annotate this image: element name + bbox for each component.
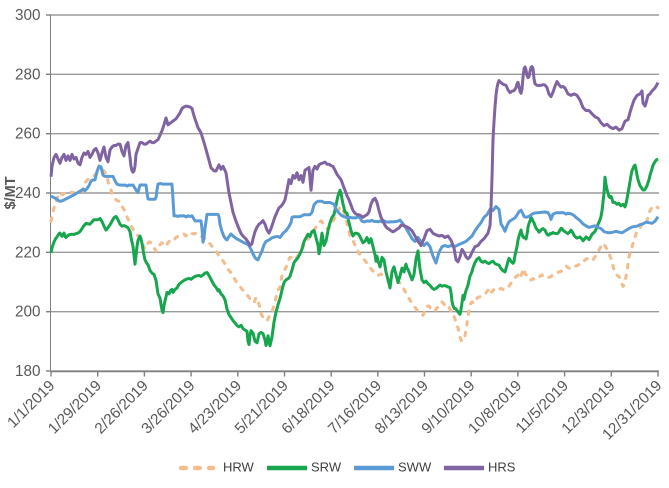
svg-text:300: 300 <box>15 7 41 24</box>
svg-text:240: 240 <box>15 185 41 202</box>
svg-text:HRW: HRW <box>223 459 255 474</box>
svg-text:HRS: HRS <box>488 459 516 474</box>
svg-text:SWW: SWW <box>398 459 432 474</box>
svg-text:180: 180 <box>15 363 41 380</box>
svg-text:260: 260 <box>15 126 41 143</box>
svg-text:200: 200 <box>15 304 41 321</box>
svg-text:SRW: SRW <box>311 459 342 474</box>
svg-text:$/MT: $/MT <box>3 176 19 209</box>
svg-text:280: 280 <box>15 66 41 83</box>
svg-text:220: 220 <box>15 244 41 261</box>
